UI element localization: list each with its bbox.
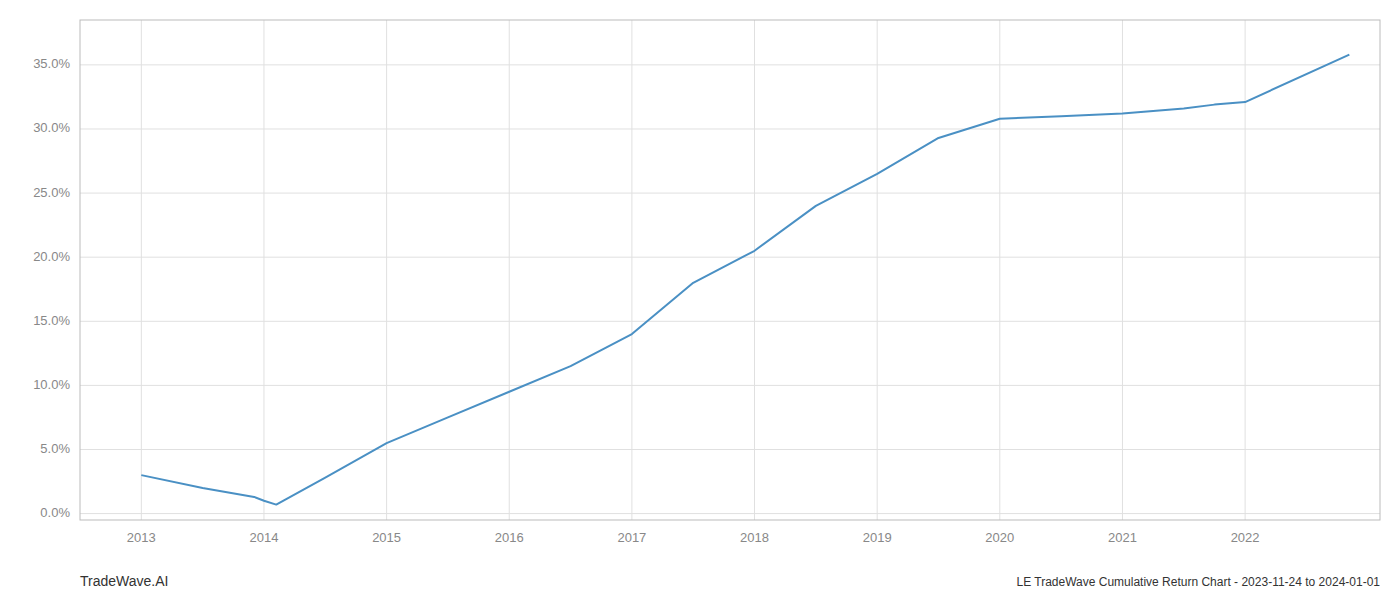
x-grid-line xyxy=(386,20,387,520)
y-tick-label: 0.0% xyxy=(40,505,70,520)
y-grid-line xyxy=(80,449,1380,450)
x-grid-line xyxy=(1122,20,1123,520)
x-tick-label: 2015 xyxy=(372,530,401,545)
y-grid-line xyxy=(80,513,1380,514)
x-tick-label: 2016 xyxy=(495,530,524,545)
x-tick-label: 2014 xyxy=(250,530,279,545)
footer-text: TradeWave.AI xyxy=(80,573,168,589)
y-grid-line xyxy=(80,193,1380,194)
x-tick-label: 2018 xyxy=(740,530,769,545)
x-grid-line xyxy=(509,20,510,520)
grid xyxy=(80,20,1380,520)
background xyxy=(0,0,1400,600)
x-grid-line xyxy=(754,20,755,520)
y-grid-line xyxy=(80,257,1380,258)
x-tick-label: 2021 xyxy=(1108,530,1137,545)
x-tick-label: 2019 xyxy=(863,530,892,545)
x-grid-line xyxy=(999,20,1000,520)
x-grid-line xyxy=(631,20,632,520)
x-tick-label: 2017 xyxy=(617,530,646,545)
chart: 0.0% 5.0% 10.0% 15.0% 20.0% 25.0% 30.0% 35.0% 20… xyxy=(0,0,1400,600)
y-grid-line xyxy=(80,385,1380,386)
x-grid-line xyxy=(141,20,142,520)
axes: 0.0% 5.0% 10.0% 15.0% 20.0% 25.0% 30.0% 35.0% 20… xyxy=(33,20,1380,545)
y-grid-line xyxy=(80,128,1380,129)
y-tick-label: 30.0% xyxy=(33,120,70,135)
x-tick-label: 2013 xyxy=(127,530,156,545)
plot-frame xyxy=(80,20,1380,520)
line xyxy=(141,55,1349,505)
data-layer xyxy=(141,55,1349,505)
x-tick-label: 2022 xyxy=(1231,530,1260,545)
y-tick-label: 10.0% xyxy=(33,377,70,392)
y-tick-label: 5.0% xyxy=(40,441,70,456)
y-tick-label: 20.0% xyxy=(33,249,70,264)
y-tick-label: 25.0% xyxy=(33,185,70,200)
footer-text: LE TradeWave Cumulative Return Chart - 2… xyxy=(1016,575,1380,589)
x-grid-line xyxy=(1245,20,1246,520)
y-grid-line xyxy=(80,321,1380,322)
y-tick-label: 35.0% xyxy=(33,56,70,71)
x-grid-line xyxy=(877,20,878,520)
y-tick-label: 15.0% xyxy=(33,313,70,328)
x-tick-label: 2020 xyxy=(985,530,1014,545)
y-grid-line xyxy=(80,64,1380,65)
x-grid-line xyxy=(263,20,264,520)
